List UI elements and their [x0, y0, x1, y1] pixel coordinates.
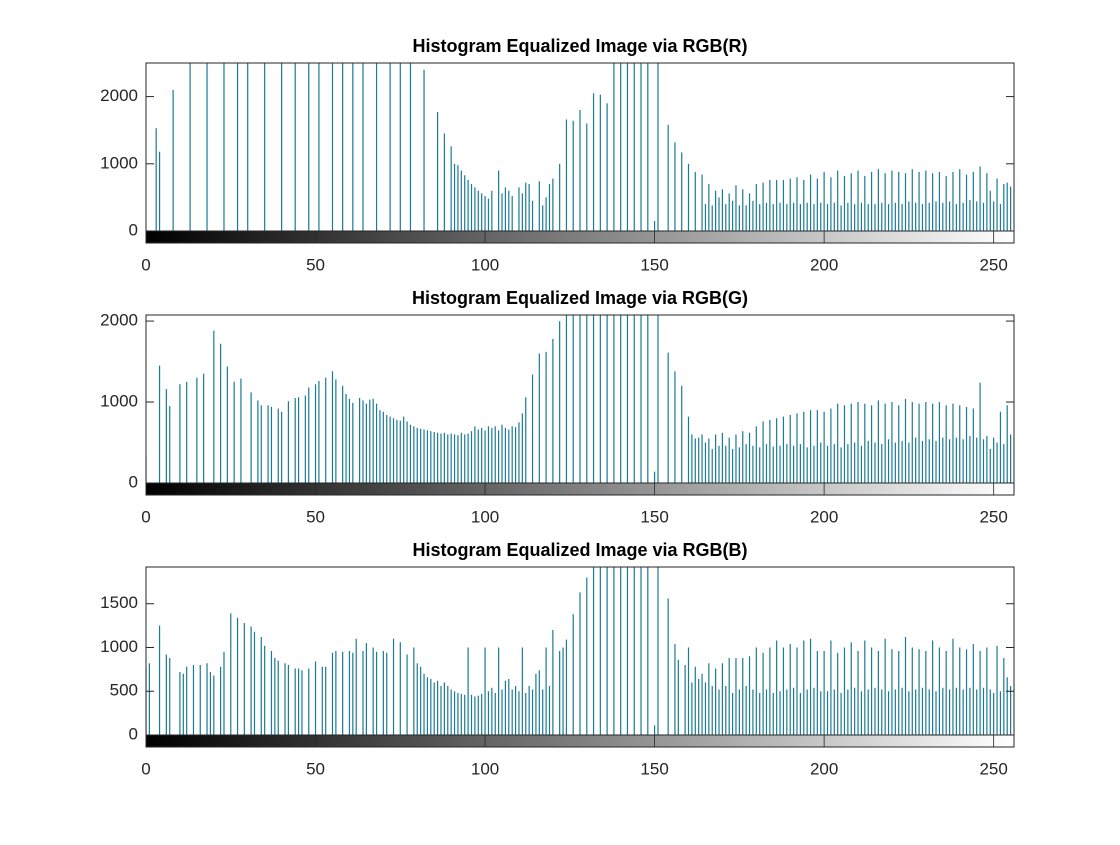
x-tick-label: 100	[471, 255, 499, 274]
stems	[146, 567, 1012, 735]
x-tick-label: 150	[640, 255, 668, 274]
x-tick-label: 100	[471, 507, 499, 526]
y-tick-label: 2000	[100, 86, 138, 105]
stems	[146, 315, 1012, 483]
x-tick-label: 0	[141, 255, 150, 274]
y-tick-label: 0	[129, 724, 138, 743]
x-tick-label: 50	[306, 759, 325, 778]
colorbar	[145, 734, 1015, 748]
x-tick-label: 150	[640, 507, 668, 526]
chart-title: Histogram Equalized Image via RGB(G)	[412, 288, 748, 308]
y-tick-label: 500	[110, 681, 138, 700]
x-tick-label: 250	[979, 255, 1007, 274]
x-tick-label: 200	[810, 507, 838, 526]
chart-title: Histogram Equalized Image via RGB(R)	[412, 36, 747, 56]
x-tick-label: 200	[810, 255, 838, 274]
x-tick-label: 0	[141, 759, 150, 778]
stems	[155, 63, 1012, 231]
y-tick-label: 1000	[100, 392, 138, 411]
y-tick-label: 2000	[100, 311, 138, 330]
chart-title: Histogram Equalized Image via RGB(B)	[412, 540, 747, 560]
y-tick-label: 1000	[100, 153, 138, 172]
x-tick-label: 150	[640, 759, 668, 778]
colorbar	[145, 482, 1015, 496]
x-tick-label: 50	[306, 507, 325, 526]
x-tick-label: 200	[810, 759, 838, 778]
x-tick-label: 50	[306, 255, 325, 274]
colorbar	[145, 230, 1015, 244]
y-tick-label: 0	[129, 472, 138, 491]
x-tick-label: 250	[979, 759, 1007, 778]
x-tick-label: 250	[979, 507, 1007, 526]
y-tick-label: 1500	[100, 593, 138, 612]
x-tick-label: 100	[471, 759, 499, 778]
y-tick-label: 1000	[100, 637, 138, 656]
x-tick-label: 0	[141, 507, 150, 526]
y-tick-label: 0	[129, 220, 138, 239]
